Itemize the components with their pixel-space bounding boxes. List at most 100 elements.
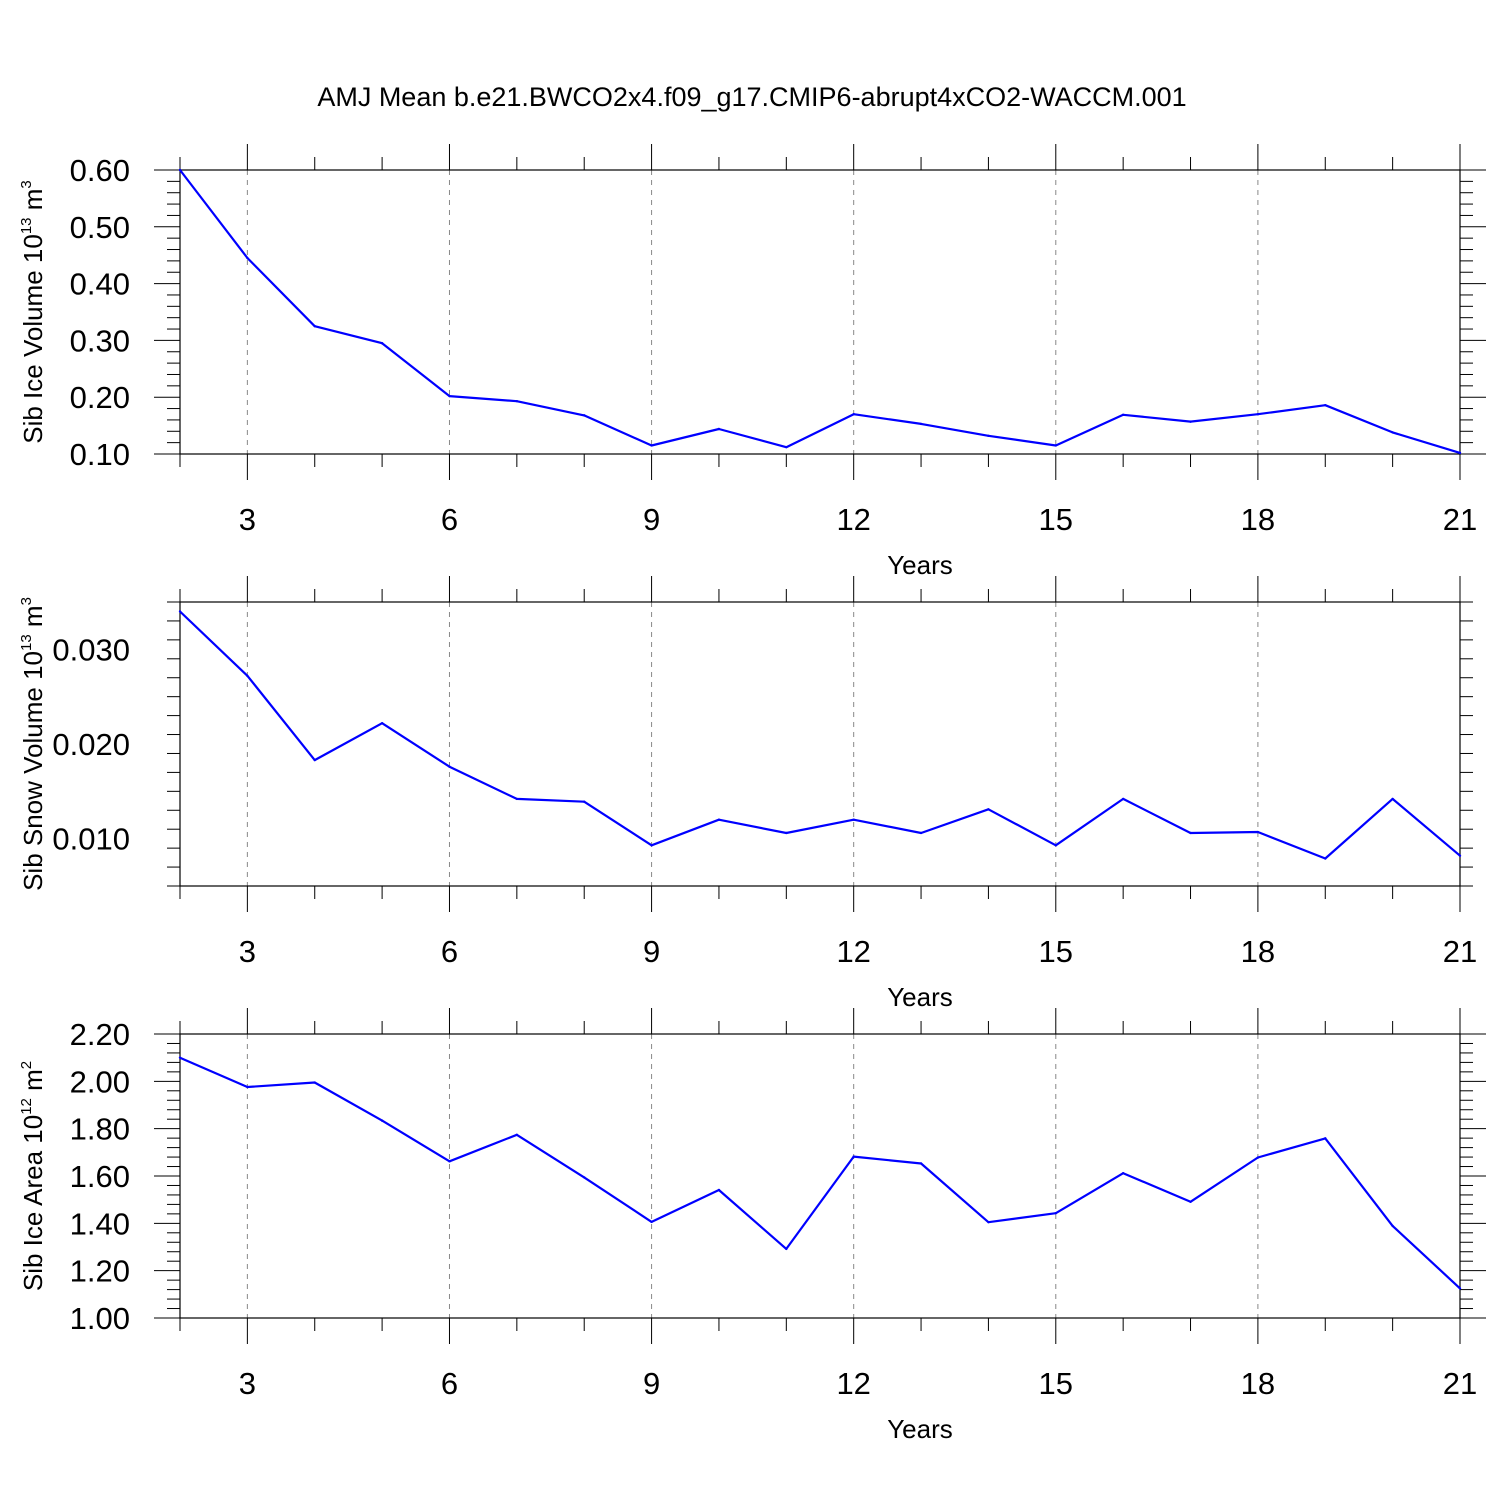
y-axis-label-superscript: 12 [18,1098,35,1115]
data-point [717,1188,721,1192]
x-tick-label: 3 [239,1366,256,1401]
data-point [515,399,519,403]
data-point [1189,420,1192,423]
data-point [1054,844,1057,847]
series-line [179,610,1461,860]
y-axis-label-superscript: 3 [18,180,35,188]
data-point [717,427,721,431]
figure-title: AMJ Mean b.e21.BWCO2x4.f09_g17.CMIP6-abr… [317,82,1186,112]
data-point [1458,451,1462,455]
data-point [380,342,384,345]
data-point [987,808,990,811]
y-tick-label: 0.010 [52,822,130,857]
data-point [1391,1224,1394,1228]
data-point [1391,797,1394,801]
y-tick-label: 1.80 [70,1112,130,1147]
y-tick-label: 0.030 [52,632,130,667]
data-point [717,818,721,821]
x-tick-label: 9 [643,1366,660,1401]
y-axis-label-part: Sib Ice Area 10 [18,1115,48,1291]
data-point [246,256,249,260]
data-point [1256,1156,1260,1159]
x-tick-label: 15 [1039,1366,1073,1401]
y-axis-label-part: m [18,1069,48,1098]
data-point [1121,413,1125,417]
y-tick-label: 1.40 [70,1206,130,1241]
data-point [650,844,653,847]
data-point [583,414,586,417]
y-tick-label: 0.40 [70,267,130,302]
y-tick-label: 1.00 [70,1301,130,1336]
x-tick-label: 12 [836,1366,870,1401]
data-point [583,800,586,803]
data-point [650,444,653,447]
y-tick-label: 1.60 [70,1159,130,1194]
x-tick-label: 21 [1443,1366,1477,1401]
data-point [313,325,316,328]
x-tick-label: 15 [1039,502,1073,537]
y-axis-label-part: m [18,605,48,634]
x-tick-label: 21 [1443,934,1477,969]
data-point [313,758,316,762]
x-axis-label: Years [887,982,953,1012]
series-line [179,169,1461,454]
data-point [246,1085,249,1089]
x-tick-label: 3 [239,934,256,969]
data-point [785,445,788,449]
data-point [448,394,451,398]
data-point [313,1081,316,1084]
data-point [1189,831,1192,835]
x-tick-label: 15 [1039,934,1073,969]
x-tick-label: 9 [643,934,660,969]
x-tick-label: 18 [1241,502,1275,537]
x-tick-label: 9 [643,502,660,537]
x-tick-label: 6 [441,502,458,537]
data-point [448,1160,451,1163]
x-tick-label: 6 [441,1366,458,1401]
x-tick-label: 6 [441,934,458,969]
data-point [178,168,182,172]
x-tick-label: 12 [836,502,870,537]
data-point [1054,1211,1057,1215]
chart-panel-3: 1.00 1.20 1.40 1.60 1.80 2.00 2.20 3 6 9 12 15 18 21 Y… [18,1008,1486,1444]
y-axis-label-part: Sib Snow Volume 10 [18,651,48,891]
y-axis-label-superscript: 2 [18,1061,35,1069]
data-point [852,413,855,416]
data-point [1391,431,1394,434]
data-point [1324,403,1327,407]
plot-frame [179,169,1461,455]
series-line [179,1056,1461,1290]
data-point [583,1176,586,1179]
y-axis-label-part: m [18,189,48,218]
y-tick-label: 2.00 [70,1064,130,1099]
data-point [852,818,855,821]
data-point [785,1247,788,1251]
x-tick-label: 12 [836,934,870,969]
y-axis-label-part: Sib Ice Volume 10 [18,234,48,444]
chart-panel-1: 0.10 0.20 0.30 0.40 0.50 0.60 3 6 9 12 15 18 21 Years… [18,144,1486,580]
x-tick-label: 3 [239,502,256,537]
y-tick-label: 0.20 [70,380,130,415]
data-point [785,831,788,835]
y-tick-label: 0.50 [70,210,130,245]
data-point [246,674,249,678]
y-tick-label: 0.30 [70,323,130,358]
x-axis-label: Years [887,550,953,580]
data-point [515,1133,519,1137]
data-point [1324,1137,1327,1140]
data-point [1189,1200,1192,1203]
x-tick-label: 18 [1241,1366,1275,1401]
y-axis-label: Sib Ice Area 1012 m2 [18,1061,48,1291]
chart-panel-2: 0.010 0.020 0.030 3 6 9 12 15 18 21 Years Sib Snow … [18,576,1477,1012]
data-point [380,721,384,725]
data-point [852,1155,855,1158]
x-tick-label: 21 [1443,502,1477,537]
y-axis-label-superscript: 13 [18,217,35,234]
data-point [178,1056,182,1059]
data-point [1458,1287,1462,1290]
data-point [380,1119,384,1122]
data-point [1121,1171,1125,1175]
plot-frame [179,601,1461,887]
